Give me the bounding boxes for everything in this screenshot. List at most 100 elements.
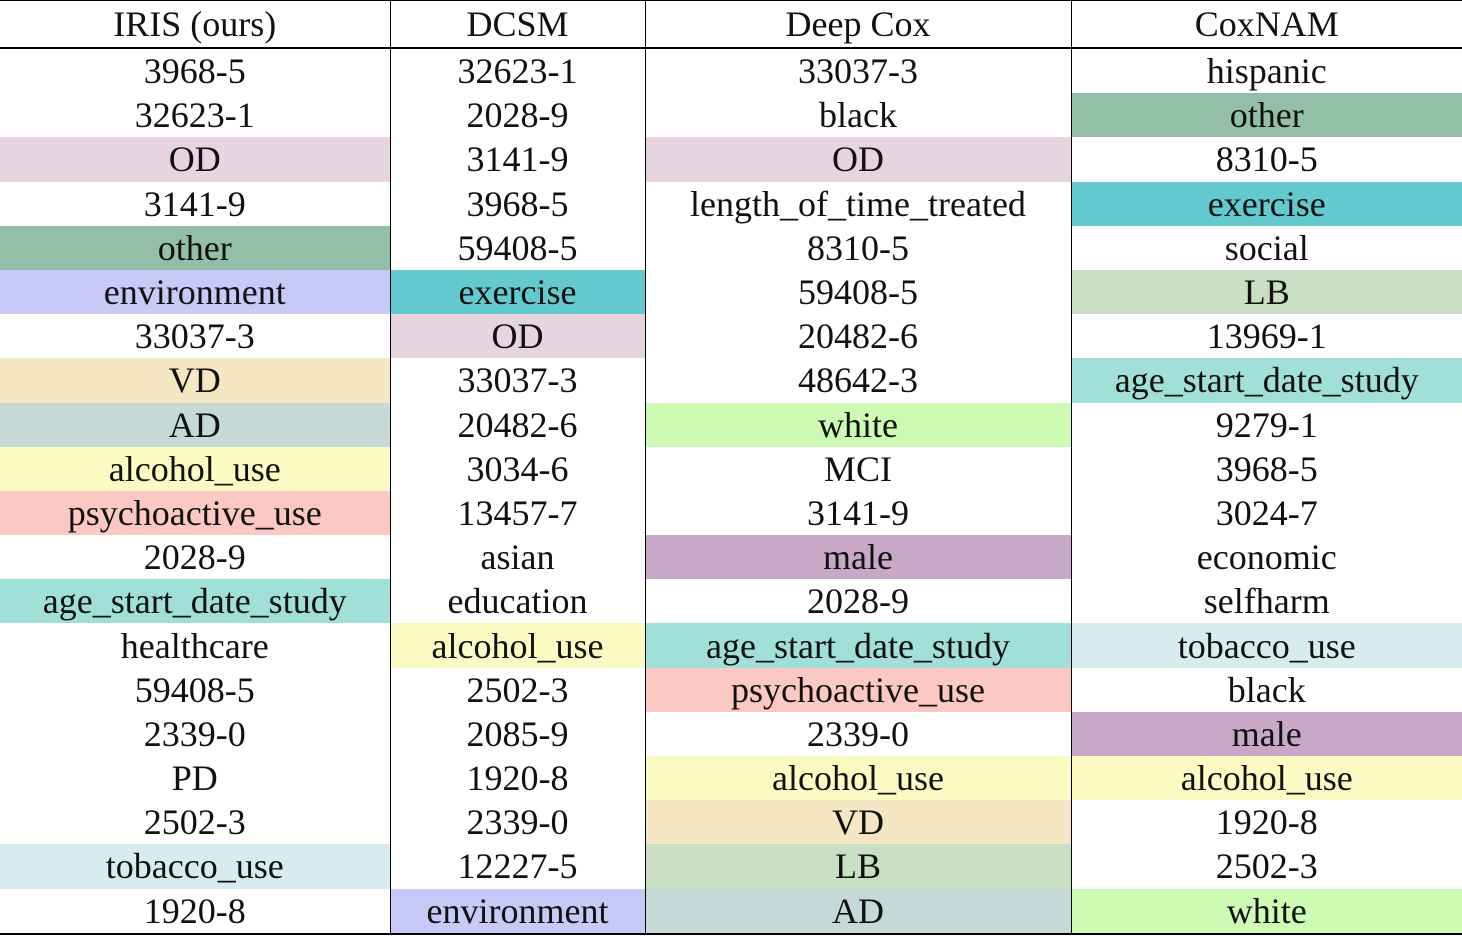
table-row: environment exercise 59408-5 LB — [0, 269, 1462, 315]
cell-deep-cox: alcohol_use — [644, 756, 1071, 801]
table-row: 2028-9 asian male economic — [0, 535, 1462, 580]
cell-coxnam: male — [1070, 711, 1462, 756]
table-row: OD 3141-9 OD 8310-5 — [0, 137, 1462, 182]
cell-deep-cox: male — [644, 535, 1071, 580]
cell-coxnam: tobacco_use — [1070, 623, 1462, 668]
cell-dcsm: 13457-7 — [389, 490, 645, 536]
cell-iris: 3141-9 — [143, 183, 246, 224]
cell-deep-cox: black — [644, 93, 1071, 138]
cell-iris: 59408-5 — [134, 669, 255, 710]
header-row: IRIS (ours) DCSM Deep Cox CoxNAM — [0, 0, 1462, 49]
cell-iris: 2339-0 — [143, 713, 246, 754]
cell-dcsm: 1920-8 — [389, 756, 645, 801]
table-row: 1920-8 environment AD white — [0, 888, 1462, 935]
cell-deep-cox: 2028-9 — [644, 579, 1071, 624]
cell-deep-cox: LB — [644, 844, 1071, 889]
cell-iris: AD — [0, 402, 390, 447]
cell-iris: 2028-9 — [143, 537, 246, 578]
table-row: 3141-9 3968-5 length_of_time_treated exerci… — [0, 181, 1462, 226]
cell-coxnam: 13969-1 — [1070, 314, 1462, 359]
cell-deep-cox: MCI — [644, 446, 1071, 491]
cell-iris: OD — [0, 137, 390, 182]
table-row: healthcare alcohol_use age_start_date_stud… — [0, 623, 1462, 668]
cell-iris: psychoactive_use — [0, 490, 390, 536]
cell-deep-cox: length_of_time_treated — [644, 181, 1071, 226]
header-dcsm: DCSM — [389, 0, 645, 49]
cell-iris: 33037-3 — [134, 316, 255, 357]
cell-coxnam: 8310-5 — [1070, 137, 1462, 182]
header-iris: IRIS (ours) — [0, 0, 390, 49]
table-row: tobacco_use 12227-5 LB 2502-3 — [0, 844, 1462, 889]
cell-coxnam: white — [1070, 888, 1462, 935]
cell-coxnam: selfharm — [1070, 579, 1462, 624]
cell-coxnam: age_start_date_study — [1070, 358, 1462, 403]
cell-iris: 32623-1 — [134, 95, 255, 136]
cell-deep-cox: age_start_date_study — [644, 623, 1071, 668]
cell-dcsm: 12227-5 — [389, 844, 645, 889]
cell-dcsm: alcohol_use — [389, 623, 645, 668]
cell-deep-cox: VD — [644, 800, 1071, 845]
cell-iris: tobacco_use — [0, 844, 390, 889]
table-row: 2502-3 2339-0 VD 1920-8 — [0, 800, 1462, 845]
table-row: 3968-5 32623-1 33037-3 hispanic — [0, 48, 1462, 94]
header-coxnam: CoxNAM — [1070, 0, 1462, 49]
cell-coxnam: 3968-5 — [1070, 446, 1462, 491]
cell-dcsm: exercise — [389, 269, 645, 315]
cell-dcsm: 3141-9 — [389, 137, 645, 182]
cell-deep-cox: 2339-0 — [644, 711, 1071, 756]
cell-coxnam: 9279-1 — [1070, 402, 1462, 447]
table-row: 32623-1 2028-9 black other — [0, 93, 1462, 138]
cell-dcsm: 2339-0 — [389, 800, 645, 845]
table-row: alcohol_use 3034-6 MCI 3968-5 — [0, 446, 1462, 491]
cell-dcsm: OD — [389, 314, 645, 359]
cell-iris: alcohol_use — [0, 446, 390, 491]
cell-iris: other — [0, 225, 390, 270]
cell-coxnam: 3024-7 — [1070, 490, 1462, 536]
cell-deep-cox: 59408-5 — [644, 269, 1071, 315]
cell-deep-cox: 3141-9 — [644, 490, 1071, 536]
cell-dcsm: 2502-3 — [389, 667, 645, 712]
cell-deep-cox: white — [644, 402, 1071, 447]
table-row: age_start_date_study education 2028-9 selfh… — [0, 579, 1462, 624]
table-row: PD 1920-8 alcohol_use alcohol_use — [0, 756, 1462, 801]
cell-dcsm: environment — [389, 888, 645, 935]
cell-dcsm: 3968-5 — [389, 181, 645, 226]
cell-iris: 3968-5 — [143, 51, 246, 92]
cell-dcsm: education — [389, 579, 645, 624]
cell-iris: environment — [0, 269, 390, 315]
table-row: other 59408-5 8310-5 social — [0, 225, 1462, 270]
cell-iris: age_start_date_study — [0, 579, 390, 624]
cell-dcsm: 59408-5 — [389, 225, 645, 270]
table-row: 2339-0 2085-9 2339-0 male — [0, 711, 1462, 756]
cell-deep-cox: 33037-3 — [644, 48, 1071, 94]
cell-iris: healthcare — [120, 625, 269, 666]
cell-dcsm: 32623-1 — [389, 48, 645, 94]
cell-dcsm: 20482-6 — [389, 402, 645, 447]
cell-dcsm: asian — [389, 535, 645, 580]
cell-coxnam: other — [1070, 93, 1462, 138]
cell-dcsm: 2085-9 — [389, 711, 645, 756]
cell-iris: PD — [171, 758, 218, 799]
cell-dcsm: 3034-6 — [389, 446, 645, 491]
cell-deep-cox: AD — [644, 888, 1071, 935]
cell-deep-cox: 48642-3 — [644, 358, 1071, 403]
cell-coxnam: economic — [1070, 535, 1462, 580]
cell-deep-cox: 20482-6 — [644, 314, 1071, 359]
cell-deep-cox: 8310-5 — [644, 225, 1071, 270]
cell-dcsm: 2028-9 — [389, 93, 645, 138]
cell-deep-cox: psychoactive_use — [644, 667, 1071, 712]
cell-iris: 2502-3 — [143, 802, 246, 843]
cell-coxnam: 1920-8 — [1070, 800, 1462, 845]
cell-coxnam: 2502-3 — [1070, 844, 1462, 889]
cell-iris: VD — [0, 358, 390, 403]
cell-deep-cox: OD — [644, 137, 1071, 182]
cell-coxnam: alcohol_use — [1070, 756, 1462, 801]
cell-coxnam: hispanic — [1070, 48, 1462, 94]
table-row: AD 20482-6 white 9279-1 — [0, 402, 1462, 447]
table-row: 59408-5 2502-3 psychoactive_use black — [0, 667, 1462, 712]
table-row: psychoactive_use 13457-7 3141-9 3024-7 — [0, 490, 1462, 536]
cell-coxnam: black — [1070, 667, 1462, 712]
table-body: 3968-5 32623-1 33037-3 hispanic 32623-1 2028-… — [0, 48, 1462, 935]
